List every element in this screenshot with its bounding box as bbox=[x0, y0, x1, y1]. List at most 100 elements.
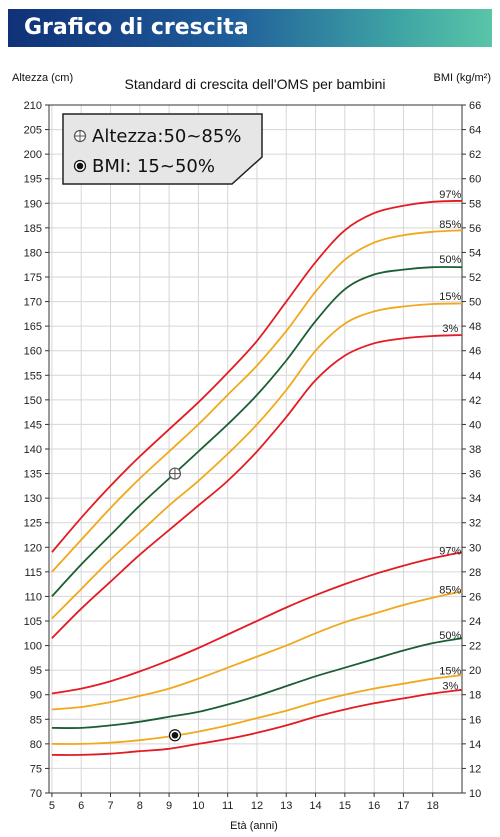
y-right-tick-label: 66 bbox=[469, 100, 481, 112]
height-series-50pct bbox=[51, 266, 463, 598]
x-tick-label: 5 bbox=[49, 800, 55, 812]
y-left-tick-label: 100 bbox=[24, 641, 42, 653]
y-left-tick-label: 140 bbox=[24, 444, 42, 456]
y-left-tick-label: 210 bbox=[24, 100, 42, 112]
x-tick-label: 11 bbox=[222, 800, 233, 812]
x-tick-label: 9 bbox=[166, 800, 172, 812]
bmi-percentile-label: 3% bbox=[442, 680, 458, 692]
chart-grid bbox=[48, 104, 463, 794]
x-tick-label: 12 bbox=[251, 800, 263, 812]
bmi-percentile-label: 15% bbox=[439, 666, 461, 678]
y-left-tick-label: 150 bbox=[24, 395, 42, 407]
y-right-tick-label: 54 bbox=[469, 247, 481, 259]
x-tick-label: 18 bbox=[427, 800, 439, 812]
x-axis-label: Età (anni) bbox=[230, 820, 278, 832]
y-right-tick-label: 50 bbox=[469, 297, 481, 309]
y-right-tick-label: 20 bbox=[469, 665, 481, 677]
legend-bmi-label: BMI: 15~50% bbox=[92, 156, 215, 177]
height-percentile-label: 3% bbox=[442, 323, 458, 335]
y-right-tick-label: 34 bbox=[469, 493, 481, 505]
y-left-axis-ticks: 70 75 80 85 90 95 100 105 110 115 120 125 130 135 140 1… bbox=[24, 100, 49, 800]
y-left-tick-label: 70 bbox=[30, 788, 42, 800]
bmi-percentile-label: 85% bbox=[439, 585, 461, 597]
y-right-tick-label: 52 bbox=[469, 272, 481, 284]
y-right-tick-label: 26 bbox=[469, 591, 481, 603]
height-series-15pct bbox=[51, 302, 463, 620]
y-right-tick-label: 42 bbox=[469, 395, 481, 407]
x-tick-label: 8 bbox=[137, 800, 143, 812]
y-right-tick-label: 16 bbox=[469, 714, 481, 726]
y-left-tick-label: 185 bbox=[24, 223, 42, 235]
x-tick-label: 16 bbox=[368, 800, 380, 812]
y-left-tick-label: 190 bbox=[24, 198, 42, 210]
y-right-axis-label: BMI (kg/m²) bbox=[434, 72, 491, 84]
y-left-tick-label: 95 bbox=[30, 665, 42, 677]
y-right-tick-label: 30 bbox=[469, 542, 481, 554]
y-right-axis-ticks: 10 12 14 16 18 20 22 24 26 28 30 32 34 36 38 40 42 44 46 48… bbox=[462, 100, 481, 800]
height-percentile-label: 97% bbox=[439, 189, 461, 201]
y-left-tick-label: 205 bbox=[24, 125, 42, 137]
y-right-tick-label: 22 bbox=[469, 641, 481, 653]
legend-height-label: Altezza:50~85% bbox=[92, 126, 241, 147]
y-left-tick-label: 125 bbox=[24, 518, 42, 530]
height-series-97pct bbox=[51, 199, 463, 553]
legend-box bbox=[62, 113, 263, 185]
height-percentile-label: 50% bbox=[439, 254, 461, 266]
bmi-series-15pct bbox=[51, 674, 463, 745]
y-right-tick-label: 38 bbox=[469, 444, 481, 456]
y-right-tick-label: 18 bbox=[469, 690, 481, 702]
page-header: Grafico di crescita bbox=[8, 9, 492, 47]
y-left-tick-label: 85 bbox=[30, 714, 42, 726]
bmi-series-50pct bbox=[51, 637, 463, 729]
y-left-tick-label: 90 bbox=[30, 690, 42, 702]
y-right-tick-label: 40 bbox=[469, 419, 481, 431]
y-left-tick-label: 110 bbox=[24, 591, 42, 603]
y-right-tick-label: 14 bbox=[469, 739, 481, 751]
y-left-tick-label: 175 bbox=[24, 272, 42, 284]
y-right-tick-label: 28 bbox=[469, 567, 481, 579]
height-series-85pct bbox=[51, 229, 463, 573]
y-left-tick-label: 195 bbox=[24, 174, 42, 186]
y-left-tick-label: 105 bbox=[24, 616, 42, 628]
y-right-tick-label: 44 bbox=[469, 370, 481, 382]
y-right-tick-label: 24 bbox=[469, 616, 481, 628]
x-tick-label: 10 bbox=[192, 800, 204, 812]
y-left-tick-label: 115 bbox=[24, 567, 42, 579]
x-axis-ticks: 5 6 7 8 9 10 11 12 13 14 15 16 17 18 bbox=[49, 793, 439, 812]
x-tick-label: 6 bbox=[78, 800, 84, 812]
percentile-labels: 97% 85% 50% 15% 3% 97% 85% 50% 15% 3% bbox=[439, 189, 461, 693]
y-right-tick-label: 64 bbox=[469, 125, 481, 137]
x-tick-label: 15 bbox=[339, 800, 351, 812]
y-right-tick-label: 36 bbox=[469, 469, 481, 481]
y-right-tick-label: 58 bbox=[469, 198, 481, 210]
bmi-percentile-label: 50% bbox=[439, 630, 461, 642]
y-left-tick-label: 80 bbox=[30, 739, 42, 751]
x-tick-label: 7 bbox=[107, 800, 113, 812]
y-left-axis-label: Altezza (cm) bbox=[12, 72, 73, 84]
bmi-data-point bbox=[168, 729, 182, 742]
bmi-percentile-label: 97% bbox=[439, 545, 461, 557]
height-series-3pct bbox=[51, 334, 463, 639]
y-left-tick-label: 120 bbox=[24, 542, 42, 554]
y-right-tick-label: 48 bbox=[469, 321, 481, 333]
y-right-tick-label: 10 bbox=[469, 788, 481, 800]
height-percentile-label: 85% bbox=[439, 219, 461, 231]
y-right-tick-label: 12 bbox=[469, 763, 481, 775]
x-tick-label: 17 bbox=[397, 800, 409, 812]
y-left-tick-label: 165 bbox=[24, 321, 42, 333]
height-percentile-label: 15% bbox=[439, 291, 461, 303]
y-left-tick-label: 170 bbox=[24, 297, 42, 309]
y-left-tick-label: 75 bbox=[30, 763, 42, 775]
y-left-tick-label: 180 bbox=[24, 247, 42, 259]
y-right-tick-label: 62 bbox=[469, 149, 481, 161]
y-left-tick-label: 155 bbox=[24, 370, 42, 382]
bmi-series-97pct bbox=[51, 551, 463, 695]
filled-dot-icon bbox=[73, 159, 87, 173]
y-right-tick-label: 46 bbox=[469, 346, 481, 358]
y-left-tick-label: 135 bbox=[24, 469, 42, 481]
crosshair-circle-icon bbox=[73, 129, 87, 143]
y-left-tick-label: 145 bbox=[24, 419, 42, 431]
y-left-tick-label: 200 bbox=[24, 149, 42, 161]
y-right-tick-label: 32 bbox=[469, 518, 481, 530]
